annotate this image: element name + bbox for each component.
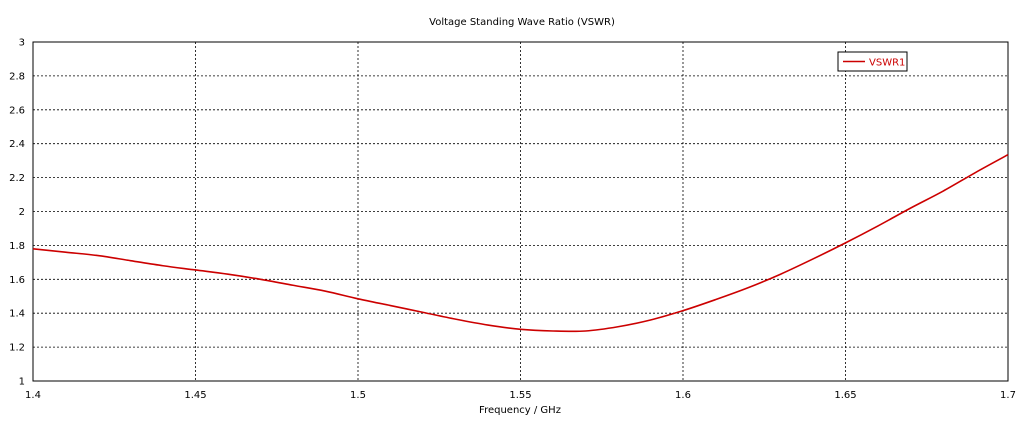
y-tick-label: 2.2 — [9, 173, 25, 184]
x-tick-label: 1.55 — [509, 390, 531, 401]
legend-label-vswr1: VSWR1 — [869, 58, 905, 69]
y-tick-label: 2.8 — [9, 71, 25, 82]
x-tick-label: 1.6 — [675, 390, 691, 401]
y-tick-label: 1.8 — [9, 241, 25, 252]
x-tick-label: 1.5 — [350, 390, 366, 401]
x-tick-label: 1.7 — [1000, 390, 1016, 401]
x-tick-label: 1.65 — [834, 390, 856, 401]
chart-title: Voltage Standing Wave Ratio (VSWR) — [429, 17, 615, 28]
y-tick-label: 1.2 — [9, 343, 25, 354]
y-tick-labels: 1 1.2 1.4 1.6 1.8 2 2.2 2.4 2.6 2.8 3 — [9, 38, 25, 388]
x-tick-label: 1.45 — [184, 390, 206, 401]
y-tick-label: 2.6 — [9, 105, 25, 116]
series-layer — [32, 154, 1009, 333]
legend: VSWR1 — [837, 51, 908, 72]
grid-lines — [33, 42, 1008, 381]
x-tick-labels: 1.4 1.45 1.5 1.55 1.6 1.65 1.7 — [25, 390, 1016, 401]
plot-area — [32, 41, 1009, 382]
x-tick-label: 1.4 — [25, 390, 41, 401]
series-line-vswr1 — [32, 154, 1009, 333]
y-tick-label: 2.4 — [9, 139, 25, 150]
y-tick-label: 1 — [19, 377, 25, 388]
y-tick-label: 2 — [19, 207, 25, 218]
y-tick-label: 1.6 — [9, 275, 25, 286]
x-axis-title: Frequency / GHz — [479, 405, 561, 416]
legend-box — [837, 51, 908, 72]
y-tick-label: 3 — [19, 38, 25, 49]
y-tick-label: 1.4 — [9, 309, 25, 320]
